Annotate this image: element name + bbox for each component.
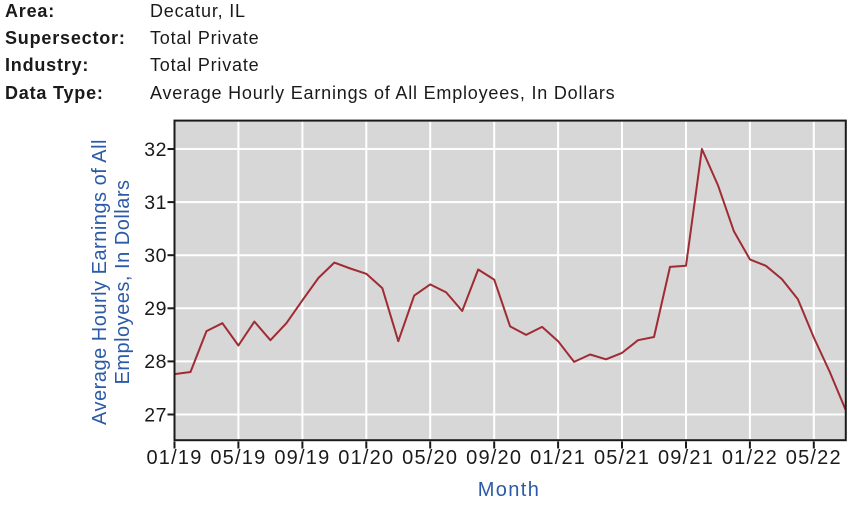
svg-text:Month: Month <box>478 479 541 501</box>
svg-text:30: 30 <box>144 245 167 267</box>
svg-text:29: 29 <box>144 298 167 320</box>
svg-text:Average Hourly Earnings of All: Average Hourly Earnings of AllEmployees,… <box>89 139 134 425</box>
svg-text:31: 31 <box>144 192 167 214</box>
svg-text:05/22: 05/22 <box>786 447 842 469</box>
svg-text:05/19: 05/19 <box>210 447 266 469</box>
svg-text:01/22: 01/22 <box>722 447 778 469</box>
svg-text:01/21: 01/21 <box>530 447 586 469</box>
svg-text:27: 27 <box>144 404 167 426</box>
svg-text:05/20: 05/20 <box>402 447 458 469</box>
svg-text:09/20: 09/20 <box>466 447 522 469</box>
svg-text:01/20: 01/20 <box>338 447 394 469</box>
svg-text:01/19: 01/19 <box>146 447 202 469</box>
svg-text:28: 28 <box>144 351 167 373</box>
svg-text:32: 32 <box>144 139 167 161</box>
svg-text:09/21: 09/21 <box>658 447 714 469</box>
svg-text:09/19: 09/19 <box>274 447 330 469</box>
svg-text:05/21: 05/21 <box>594 447 650 469</box>
